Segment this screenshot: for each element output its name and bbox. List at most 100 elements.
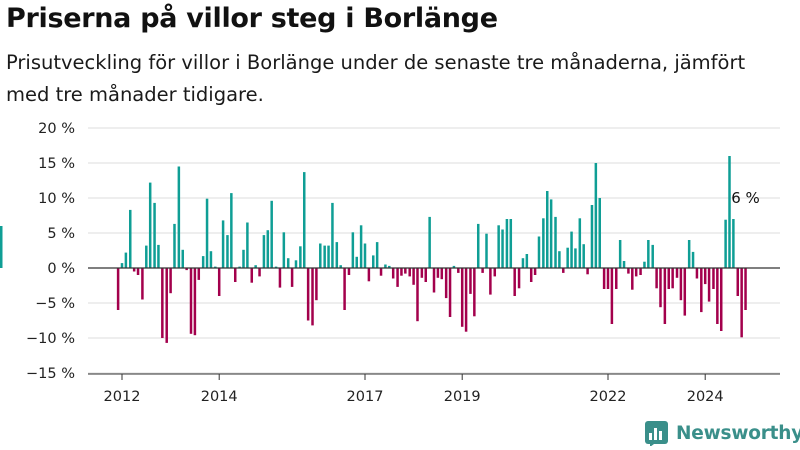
bar	[671, 268, 674, 289]
bar	[712, 268, 715, 289]
bar	[359, 225, 363, 268]
bar	[574, 248, 577, 268]
x-axis: 2012 2014 2017 2019 2022 2024	[88, 373, 780, 405]
bar	[542, 218, 545, 268]
bar	[618, 240, 622, 268]
bar	[132, 268, 136, 272]
bar	[529, 268, 533, 282]
bar	[631, 268, 634, 290]
bar	[554, 216, 557, 268]
bar	[562, 268, 565, 273]
brand-logo[interactable]: Newsworthy	[644, 419, 800, 447]
bar	[319, 243, 322, 268]
y-tick-label: 10 %	[38, 191, 75, 207]
bar	[691, 251, 695, 268]
bar	[221, 220, 225, 268]
bar	[197, 268, 201, 280]
bar	[424, 268, 427, 282]
bar	[740, 268, 743, 338]
bar	[254, 265, 257, 268]
bar	[457, 268, 460, 273]
bar	[476, 223, 480, 268]
gridlines	[88, 127, 780, 374]
bar	[460, 268, 464, 327]
bar	[355, 256, 358, 268]
bar	[578, 218, 582, 268]
bar	[473, 268, 476, 317]
x-tick-label: 2012	[104, 389, 141, 405]
bar	[161, 268, 164, 338]
bar	[347, 268, 351, 275]
bar	[177, 166, 181, 268]
bar	[724, 219, 727, 268]
bar	[270, 200, 273, 268]
bar	[590, 205, 594, 268]
bar	[521, 258, 525, 268]
bar	[331, 202, 334, 268]
bar	[217, 268, 221, 296]
bar	[416, 268, 419, 322]
bar	[643, 261, 646, 268]
bar	[311, 268, 314, 326]
y-tick-label: 5 %	[47, 226, 75, 242]
bar	[716, 268, 719, 324]
bar	[400, 268, 403, 276]
bar	[303, 172, 306, 268]
value-annotation: 6 %	[731, 189, 760, 207]
bar	[728, 156, 731, 268]
bar	[185, 268, 188, 271]
bar	[598, 198, 601, 268]
x-tick-label: 2017	[347, 389, 384, 405]
bar	[732, 219, 735, 268]
bar	[509, 219, 513, 268]
bar	[566, 247, 569, 268]
bar	[145, 245, 148, 268]
bar	[659, 268, 662, 308]
bar	[744, 268, 747, 310]
bar	[120, 263, 124, 268]
bar	[388, 265, 391, 268]
x-tick-label: 2024	[687, 389, 724, 405]
bar	[230, 193, 233, 268]
bar	[181, 249, 184, 268]
bar	[165, 268, 168, 343]
chart-subtitle: Prisutveckling för villor i Borlänge und…	[6, 51, 746, 106]
newsworthy-logo-icon	[645, 421, 668, 446]
bar	[639, 268, 642, 275]
bar	[695, 268, 699, 279]
bar	[391, 268, 395, 279]
bar	[290, 268, 294, 287]
bar	[323, 245, 326, 268]
bar	[153, 202, 156, 268]
bar	[719, 268, 723, 331]
bar	[663, 268, 667, 324]
bar	[335, 242, 339, 268]
bar	[537, 236, 541, 268]
bar	[647, 240, 650, 268]
bar	[363, 243, 367, 268]
bar	[481, 268, 484, 273]
bar	[327, 245, 330, 268]
bar	[286, 258, 290, 268]
bar	[501, 229, 504, 268]
bar	[683, 268, 687, 316]
bar	[687, 240, 691, 268]
bar	[351, 232, 355, 268]
bar	[436, 268, 440, 278]
bar	[124, 252, 128, 268]
brand-name: Newsworthy	[676, 422, 800, 444]
bar	[294, 260, 298, 268]
bar	[707, 268, 711, 302]
bar	[226, 235, 229, 268]
bar	[379, 268, 383, 276]
bar	[703, 268, 707, 285]
bar	[384, 264, 387, 268]
bar	[594, 163, 598, 268]
bar	[193, 268, 197, 336]
bar	[136, 268, 140, 275]
bar	[497, 225, 500, 268]
bar	[173, 223, 176, 268]
y-tick-label: 20 %	[38, 121, 75, 137]
bar	[258, 268, 261, 277]
